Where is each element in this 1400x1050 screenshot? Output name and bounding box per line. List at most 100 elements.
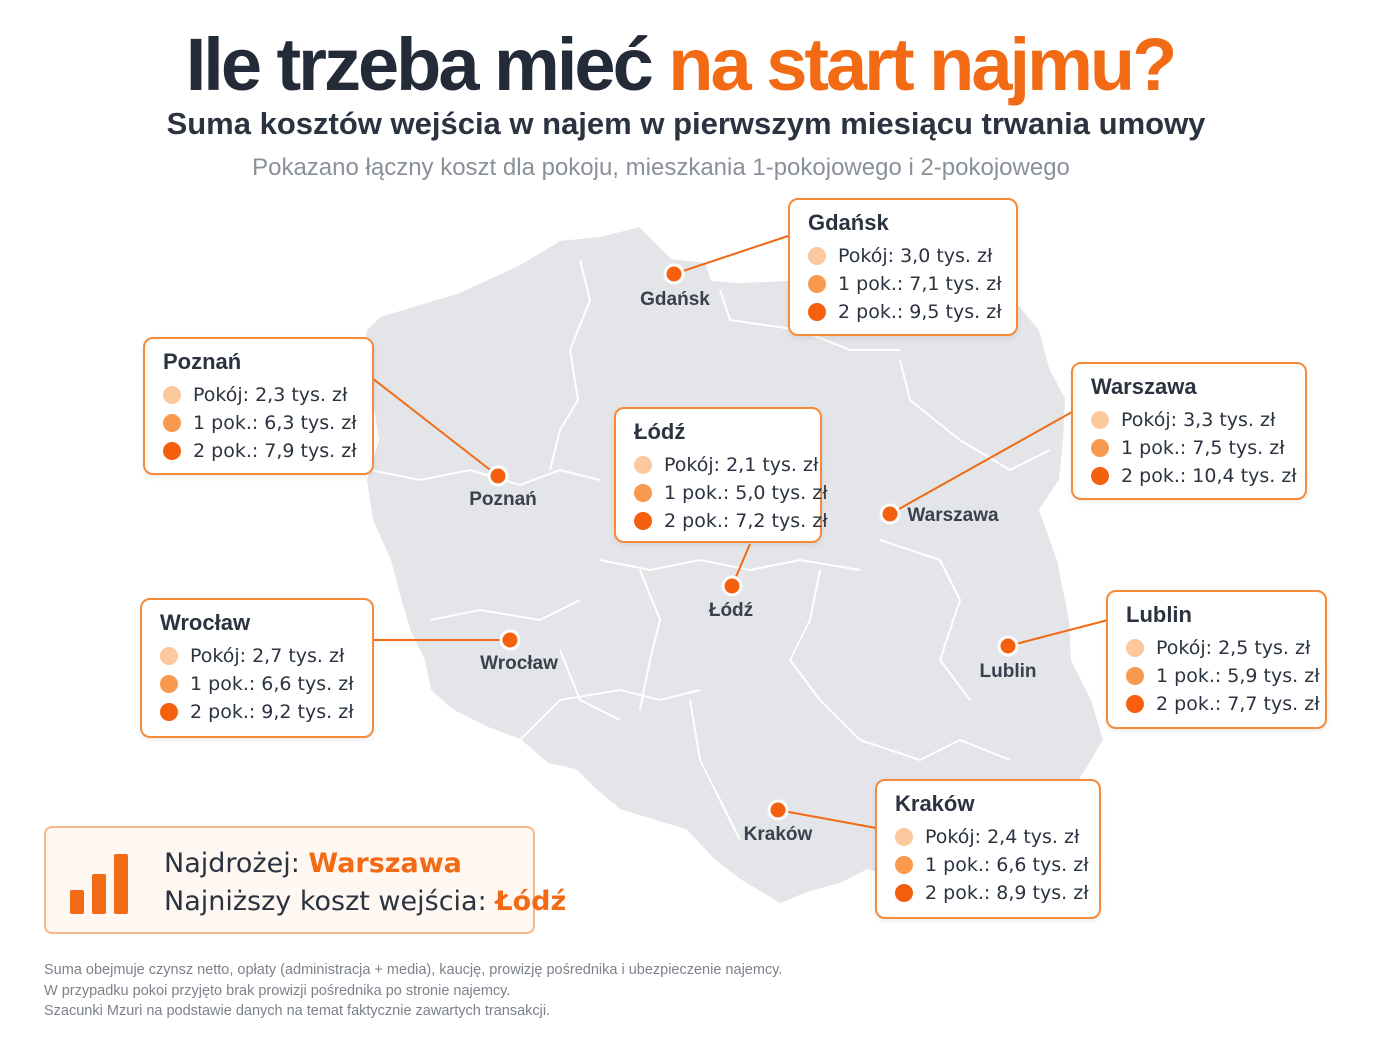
row-1-room: 1 pok.: 6,6 tys. zł xyxy=(895,851,1089,879)
footnote-line: Suma obejmuje czynsz netto, opłaty (admi… xyxy=(44,962,783,978)
title-part-1: Ile trzeba mieć xyxy=(185,23,669,106)
title-part-2: na start najmu? xyxy=(668,23,1177,106)
one-room-dot-icon xyxy=(1091,439,1109,457)
card-title: Łódź xyxy=(634,419,686,444)
one-room-value: 1 pok.: 6,3 tys. zł xyxy=(193,412,357,434)
two-room-dot-icon xyxy=(163,442,181,460)
row-2-room: 2 pok.: 9,2 tys. zł xyxy=(160,698,356,726)
room-dot-icon xyxy=(895,828,913,846)
page-subnote: Pokazano łączny koszt dla pokoju, mieszk… xyxy=(252,154,1070,181)
row-2-room: 2 pok.: 7,7 tys. zł xyxy=(1126,690,1320,718)
one-room-dot-icon xyxy=(634,484,652,502)
row-1-room: 1 pok.: 6,3 tys. zł xyxy=(163,409,357,437)
one-room-value: 1 pok.: 5,9 tys. zł xyxy=(1156,665,1320,687)
page-subtitle: Suma kosztów wejścia w najem w pierwszym… xyxy=(166,106,1206,141)
summary-box: Najdrożej: Warszawa Najniższy koszt wejś… xyxy=(44,826,566,934)
card-title: Poznań xyxy=(163,349,242,374)
marker-wroclaw[interactable] xyxy=(499,629,521,651)
cheapest-label: Najniższy koszt wejścia: xyxy=(164,886,496,917)
row-2-room: 2 pok.: 9,5 tys. zł xyxy=(808,298,1002,326)
leader-lines xyxy=(371,235,1109,829)
row-2-room: 2 pok.: 7,9 tys. zł xyxy=(163,437,357,465)
map-label-gdansk: Gdańsk xyxy=(640,289,710,310)
footnote: Suma obejmuje czynsz netto, opłaty (admi… xyxy=(44,960,782,1022)
room-dot-icon xyxy=(1091,411,1109,429)
most-expensive-line: Najdrożej: Warszawa xyxy=(164,848,462,879)
one-room-value: 1 pok.: 7,5 tys. zł xyxy=(1121,437,1285,459)
room-dot-icon xyxy=(163,386,181,404)
map-label-poznan: Poznań xyxy=(469,489,537,510)
two-room-value: 2 pok.: 9,2 tys. zł xyxy=(190,701,354,723)
row-room: Pokój: 2,3 tys. zł xyxy=(163,381,356,409)
room-dot-icon xyxy=(808,247,826,265)
footnote-line: Szacunki Mzuri na podstawie danych na te… xyxy=(44,1003,551,1019)
map-label-warszawa: Warszawa xyxy=(907,505,999,526)
map-label-lublin: Lublin xyxy=(979,661,1037,682)
bar-chart-icon xyxy=(70,854,128,914)
row-2-room: 2 pok.: 10,4 tys. zł xyxy=(1091,462,1297,490)
marker-poznan[interactable] xyxy=(487,465,509,487)
room-dot-icon xyxy=(634,456,652,474)
row-1-room: 1 pok.: 7,1 tys. zł xyxy=(808,270,1002,298)
row-1-room: 1 pok.: 7,5 tys. zł xyxy=(1091,434,1289,462)
marker-gdansk[interactable] xyxy=(663,263,685,285)
card-title: Lublin xyxy=(1126,602,1192,627)
card-warszawa: Warszawa Pokój: 3,3 tys. zł 1 pok.: 7,5 … xyxy=(1071,362,1307,500)
room-value: Pokój: 2,5 tys. zł xyxy=(1156,637,1311,659)
two-room-dot-icon xyxy=(634,512,652,530)
marker-lodz[interactable] xyxy=(721,575,743,597)
card-title: Gdańsk xyxy=(808,210,889,235)
poland-outline xyxy=(358,224,1106,906)
row-room: Pokój: 2,1 tys. zł xyxy=(634,451,818,479)
two-room-dot-icon xyxy=(1126,695,1144,713)
card-title: Kraków xyxy=(895,791,975,816)
two-room-value: 2 pok.: 10,4 tys. zł xyxy=(1121,465,1297,487)
one-room-dot-icon xyxy=(808,275,826,293)
two-room-dot-icon xyxy=(160,703,178,721)
room-value: Pokój: 3,0 tys. zł xyxy=(838,245,993,267)
room-value: Pokój: 2,4 tys. zł xyxy=(925,826,1080,848)
row-room: Pokój: 2,5 tys. zł xyxy=(1126,634,1311,662)
two-room-dot-icon xyxy=(895,884,913,902)
page-title: Ile trzeba mieć na start najmu? xyxy=(0,22,1360,107)
two-room-dot-icon xyxy=(808,303,826,321)
footnote-line: W przypadku pokoi przyjęto brak prowizji… xyxy=(44,982,511,999)
most-expensive-city: Warszawa xyxy=(308,848,462,879)
one-room-value: 1 pok.: 7,1 tys. zł xyxy=(838,273,1002,295)
two-room-value: 2 pok.: 7,2 tys. zł xyxy=(664,510,828,532)
row-room: Pokój: 3,3 tys. zł xyxy=(1091,406,1289,434)
two-room-value: 2 pok.: 8,9 tys. zł xyxy=(925,882,1089,904)
card-poznan: Poznań Pokój: 2,3 tys. zł 1 pok.: 6,3 ty… xyxy=(143,337,374,475)
marker-krakow[interactable] xyxy=(767,799,789,821)
card-wroclaw: Wrocław Pokój: 2,7 tys. zł 1 pok.: 6,6 t… xyxy=(140,598,374,738)
two-room-dot-icon xyxy=(1091,467,1109,485)
room-dot-icon xyxy=(160,647,178,665)
cheapest-city: Łódź xyxy=(495,886,567,917)
two-room-value: 2 pok.: 7,9 tys. zł xyxy=(193,440,357,462)
row-2-room: 2 pok.: 7,2 tys. zł xyxy=(634,507,828,535)
city-markers xyxy=(487,263,1019,821)
row-room: Pokój: 2,7 tys. zł xyxy=(160,642,356,670)
card-krakow: Kraków Pokój: 2,4 tys. zł 1 pok.: 6,6 ty… xyxy=(875,779,1101,919)
row-1-room: 1 pok.: 5,0 tys. zł xyxy=(634,479,828,507)
one-room-dot-icon xyxy=(895,856,913,874)
row-2-room: 2 pok.: 8,9 tys. zł xyxy=(895,879,1089,907)
row-room: Pokój: 3,0 tys. zł xyxy=(808,242,1000,270)
marker-lublin[interactable] xyxy=(997,635,1019,657)
card-gdansk: Gdańsk Pokój: 3,0 tys. zł 1 pok.: 7,1 ty… xyxy=(788,198,1018,336)
one-room-value: 1 pok.: 6,6 tys. zł xyxy=(190,673,354,695)
room-value: Pokój: 3,3 tys. zł xyxy=(1121,409,1276,431)
marker-warszawa[interactable] xyxy=(879,503,901,525)
two-room-value: 2 pok.: 7,7 tys. zł xyxy=(1156,693,1320,715)
one-room-dot-icon xyxy=(160,675,178,693)
voivodeship-borders xyxy=(369,259,1051,841)
one-room-value: 1 pok.: 5,0 tys. zł xyxy=(664,482,828,504)
map-label-lodz: Łódź xyxy=(708,600,754,621)
row-1-room: 1 pok.: 6,6 tys. zł xyxy=(160,670,356,698)
one-room-dot-icon xyxy=(163,414,181,432)
room-dot-icon xyxy=(1126,639,1144,657)
one-room-dot-icon xyxy=(1126,667,1144,685)
most-expensive-label: Najdrożej: xyxy=(164,848,309,879)
one-room-value: 1 pok.: 6,6 tys. zł xyxy=(925,854,1089,876)
two-room-value: 2 pok.: 9,5 tys. zł xyxy=(838,301,1002,323)
